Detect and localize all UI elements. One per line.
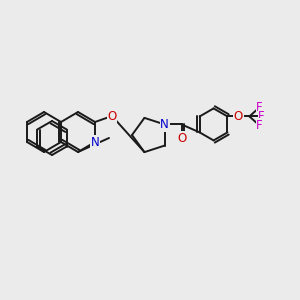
Text: O: O [234,110,243,123]
Text: O: O [177,132,186,145]
Text: F: F [256,119,263,132]
Text: N: N [91,136,99,148]
Text: N: N [160,118,169,131]
Text: F: F [258,110,265,123]
Text: F: F [256,101,263,114]
Text: O: O [107,110,117,122]
